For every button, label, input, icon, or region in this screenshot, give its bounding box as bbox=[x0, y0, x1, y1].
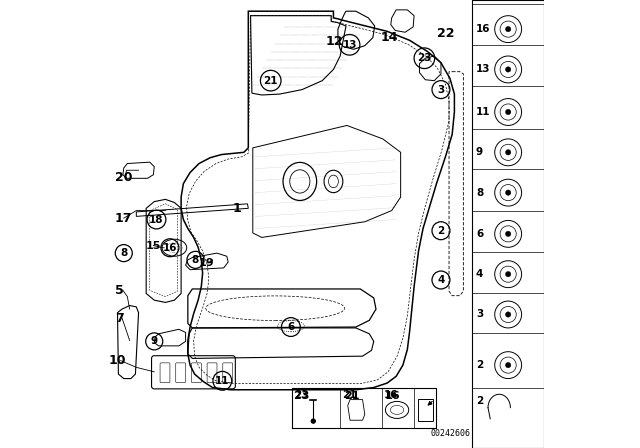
Text: 22: 22 bbox=[437, 27, 455, 40]
Text: 8: 8 bbox=[476, 188, 483, 198]
Circle shape bbox=[506, 190, 511, 195]
Text: 17: 17 bbox=[115, 211, 132, 225]
Text: 8: 8 bbox=[120, 248, 127, 258]
Text: 1: 1 bbox=[232, 202, 241, 215]
Circle shape bbox=[506, 271, 511, 277]
Text: 10: 10 bbox=[109, 354, 126, 367]
Text: 23: 23 bbox=[294, 390, 309, 400]
Text: 13: 13 bbox=[342, 40, 357, 50]
Text: 13: 13 bbox=[476, 65, 490, 74]
Text: 7: 7 bbox=[115, 311, 124, 325]
Text: 16: 16 bbox=[476, 24, 490, 34]
Text: 21: 21 bbox=[264, 76, 278, 86]
Text: 2: 2 bbox=[437, 226, 445, 236]
Text: 23: 23 bbox=[417, 53, 431, 63]
Text: 16: 16 bbox=[163, 243, 177, 253]
Text: 19: 19 bbox=[199, 258, 214, 268]
Text: 00242606: 00242606 bbox=[430, 429, 470, 438]
Circle shape bbox=[506, 312, 511, 317]
Text: 18: 18 bbox=[149, 215, 164, 224]
Text: 2: 2 bbox=[476, 360, 483, 370]
Text: 12: 12 bbox=[326, 34, 343, 48]
Text: 16: 16 bbox=[385, 392, 401, 401]
Text: 3: 3 bbox=[476, 310, 483, 319]
Circle shape bbox=[506, 362, 511, 368]
Circle shape bbox=[506, 109, 511, 115]
Circle shape bbox=[506, 150, 511, 155]
Text: 9: 9 bbox=[150, 336, 158, 346]
Circle shape bbox=[506, 231, 511, 237]
Text: 3: 3 bbox=[437, 85, 445, 95]
Text: 6: 6 bbox=[287, 322, 294, 332]
Text: 4: 4 bbox=[437, 275, 445, 285]
Circle shape bbox=[506, 26, 511, 32]
Text: 21: 21 bbox=[344, 392, 359, 401]
Text: 16: 16 bbox=[383, 390, 398, 400]
Text: 11: 11 bbox=[215, 376, 230, 386]
Text: 14: 14 bbox=[380, 30, 398, 44]
Text: 2: 2 bbox=[476, 396, 483, 406]
Text: 20: 20 bbox=[115, 171, 132, 185]
Text: 5: 5 bbox=[115, 284, 124, 297]
Text: 23: 23 bbox=[294, 392, 314, 401]
Text: 4: 4 bbox=[476, 269, 483, 279]
Text: 15: 15 bbox=[145, 241, 161, 250]
Circle shape bbox=[310, 418, 316, 424]
Text: 8: 8 bbox=[192, 255, 199, 265]
Text: 6: 6 bbox=[476, 229, 483, 239]
Text: 9: 9 bbox=[476, 147, 483, 157]
Text: 21: 21 bbox=[342, 390, 356, 400]
Text: 11: 11 bbox=[476, 107, 490, 117]
Circle shape bbox=[506, 67, 511, 72]
